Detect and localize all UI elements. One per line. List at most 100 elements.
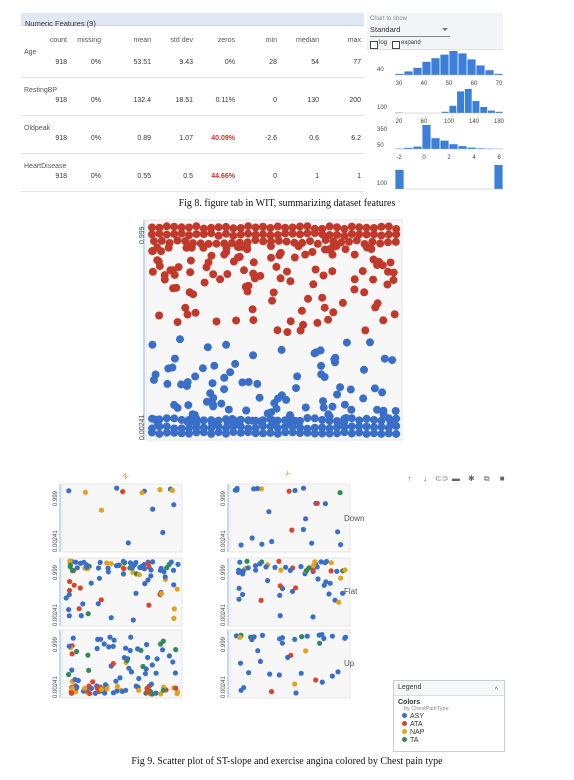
- data-point[interactable]: [116, 562, 122, 568]
- data-point[interactable]: [66, 613, 72, 619]
- data-point[interactable]: [392, 414, 401, 423]
- data-point[interactable]: [220, 385, 229, 394]
- data-point[interactable]: [281, 416, 290, 425]
- data-point[interactable]: [222, 429, 230, 438]
- data-point[interactable]: [251, 416, 260, 425]
- data-point[interactable]: [347, 405, 356, 414]
- data-point[interactable]: [168, 559, 174, 565]
- legend-item[interactable]: ATA: [402, 721, 504, 729]
- data-point[interactable]: [160, 529, 166, 536]
- chart-type-select[interactable]: Standard: [370, 25, 450, 37]
- data-point[interactable]: [155, 429, 164, 438]
- data-point[interactable]: [149, 662, 155, 668]
- data-point[interactable]: [347, 422, 356, 431]
- data-point[interactable]: [266, 242, 275, 250]
- data-point[interactable]: [368, 237, 377, 246]
- data-point[interactable]: [306, 565, 312, 571]
- data-point[interactable]: [163, 379, 172, 388]
- data-point[interactable]: [90, 679, 96, 685]
- data-point[interactable]: [82, 489, 88, 495]
- data-point[interactable]: [293, 585, 299, 591]
- data-point[interactable]: [272, 262, 281, 271]
- data-point[interactable]: [168, 363, 177, 372]
- data-point[interactable]: [172, 670, 178, 676]
- column-header[interactable]: mean: [133, 37, 151, 44]
- data-point[interactable]: [244, 229, 253, 238]
- data-point[interactable]: [74, 648, 80, 655]
- data-point[interactable]: [325, 222, 334, 231]
- data-point[interactable]: [386, 258, 395, 267]
- data-point[interactable]: [278, 567, 284, 573]
- data-point[interactable]: [204, 258, 213, 267]
- data-point[interactable]: [155, 422, 164, 431]
- data-point[interactable]: [384, 429, 393, 438]
- data-point[interactable]: [66, 643, 72, 649]
- data-point[interactable]: [336, 599, 342, 605]
- data-point[interactable]: [318, 559, 324, 565]
- data-point[interactable]: [98, 636, 104, 642]
- data-point[interactable]: [182, 243, 191, 252]
- data-point[interactable]: [319, 403, 328, 412]
- data-point[interactable]: [105, 565, 111, 571]
- data-point[interactable]: [318, 429, 327, 438]
- data-point[interactable]: [128, 669, 135, 675]
- data-point[interactable]: [303, 414, 312, 422]
- link-icon[interactable]: ⊂⊃: [434, 474, 449, 483]
- data-point[interactable]: [66, 671, 72, 678]
- data-point[interactable]: [389, 276, 398, 285]
- data-point[interactable]: [327, 580, 333, 586]
- data-point[interactable]: [173, 403, 182, 412]
- data-point[interactable]: [362, 429, 371, 438]
- data-point[interactable]: [110, 643, 116, 649]
- data-point[interactable]: [340, 400, 349, 409]
- data-point[interactable]: [144, 642, 150, 648]
- data-point[interactable]: [273, 423, 282, 432]
- data-point[interactable]: [199, 230, 208, 239]
- data-point[interactable]: [328, 402, 337, 411]
- data-point[interactable]: [162, 574, 168, 580]
- data-point[interactable]: [160, 647, 166, 653]
- data-point[interactable]: [107, 634, 113, 640]
- data-point[interactable]: [240, 568, 246, 574]
- data-point[interactable]: [256, 271, 265, 280]
- data-point[interactable]: [148, 681, 154, 687]
- data-point[interactable]: [288, 229, 297, 238]
- comment-icon[interactable]: ▬: [451, 474, 460, 483]
- data-point[interactable]: [233, 242, 242, 251]
- data-point[interactable]: [98, 597, 104, 603]
- data-point[interactable]: [336, 383, 345, 392]
- data-point[interactable]: [114, 683, 120, 689]
- data-point[interactable]: [319, 271, 328, 280]
- data-point[interactable]: [207, 424, 216, 432]
- data-point[interactable]: [379, 316, 388, 325]
- data-point[interactable]: [170, 567, 177, 573]
- data-point[interactable]: [183, 310, 192, 319]
- data-point[interactable]: [273, 429, 282, 438]
- data-point[interactable]: [342, 567, 348, 573]
- data-point[interactable]: [94, 645, 100, 652]
- data-point[interactable]: [340, 224, 349, 233]
- data-point[interactable]: [378, 261, 387, 270]
- data-point[interactable]: [245, 565, 251, 571]
- data-point[interactable]: [350, 285, 359, 294]
- data-point[interactable]: [113, 678, 119, 684]
- data-point[interactable]: [185, 429, 193, 438]
- data-point[interactable]: [370, 224, 378, 232]
- data-point[interactable]: [266, 428, 275, 437]
- data-point[interactable]: [216, 275, 225, 284]
- data-point[interactable]: [98, 686, 105, 692]
- data-point[interactable]: [273, 416, 282, 425]
- data-point[interactable]: [251, 429, 260, 438]
- data-point[interactable]: [127, 647, 133, 654]
- data-point[interactable]: [319, 679, 325, 685]
- data-point[interactable]: [173, 236, 182, 245]
- data-point[interactable]: [102, 682, 109, 688]
- data-point[interactable]: [145, 654, 151, 661]
- data-point[interactable]: [106, 644, 112, 650]
- data-point[interactable]: [236, 596, 242, 602]
- data-point[interactable]: [81, 559, 87, 565]
- data-point[interactable]: [337, 490, 343, 496]
- data-point[interactable]: [373, 405, 382, 414]
- data-point[interactable]: [123, 645, 129, 651]
- data-point[interactable]: [203, 343, 212, 352]
